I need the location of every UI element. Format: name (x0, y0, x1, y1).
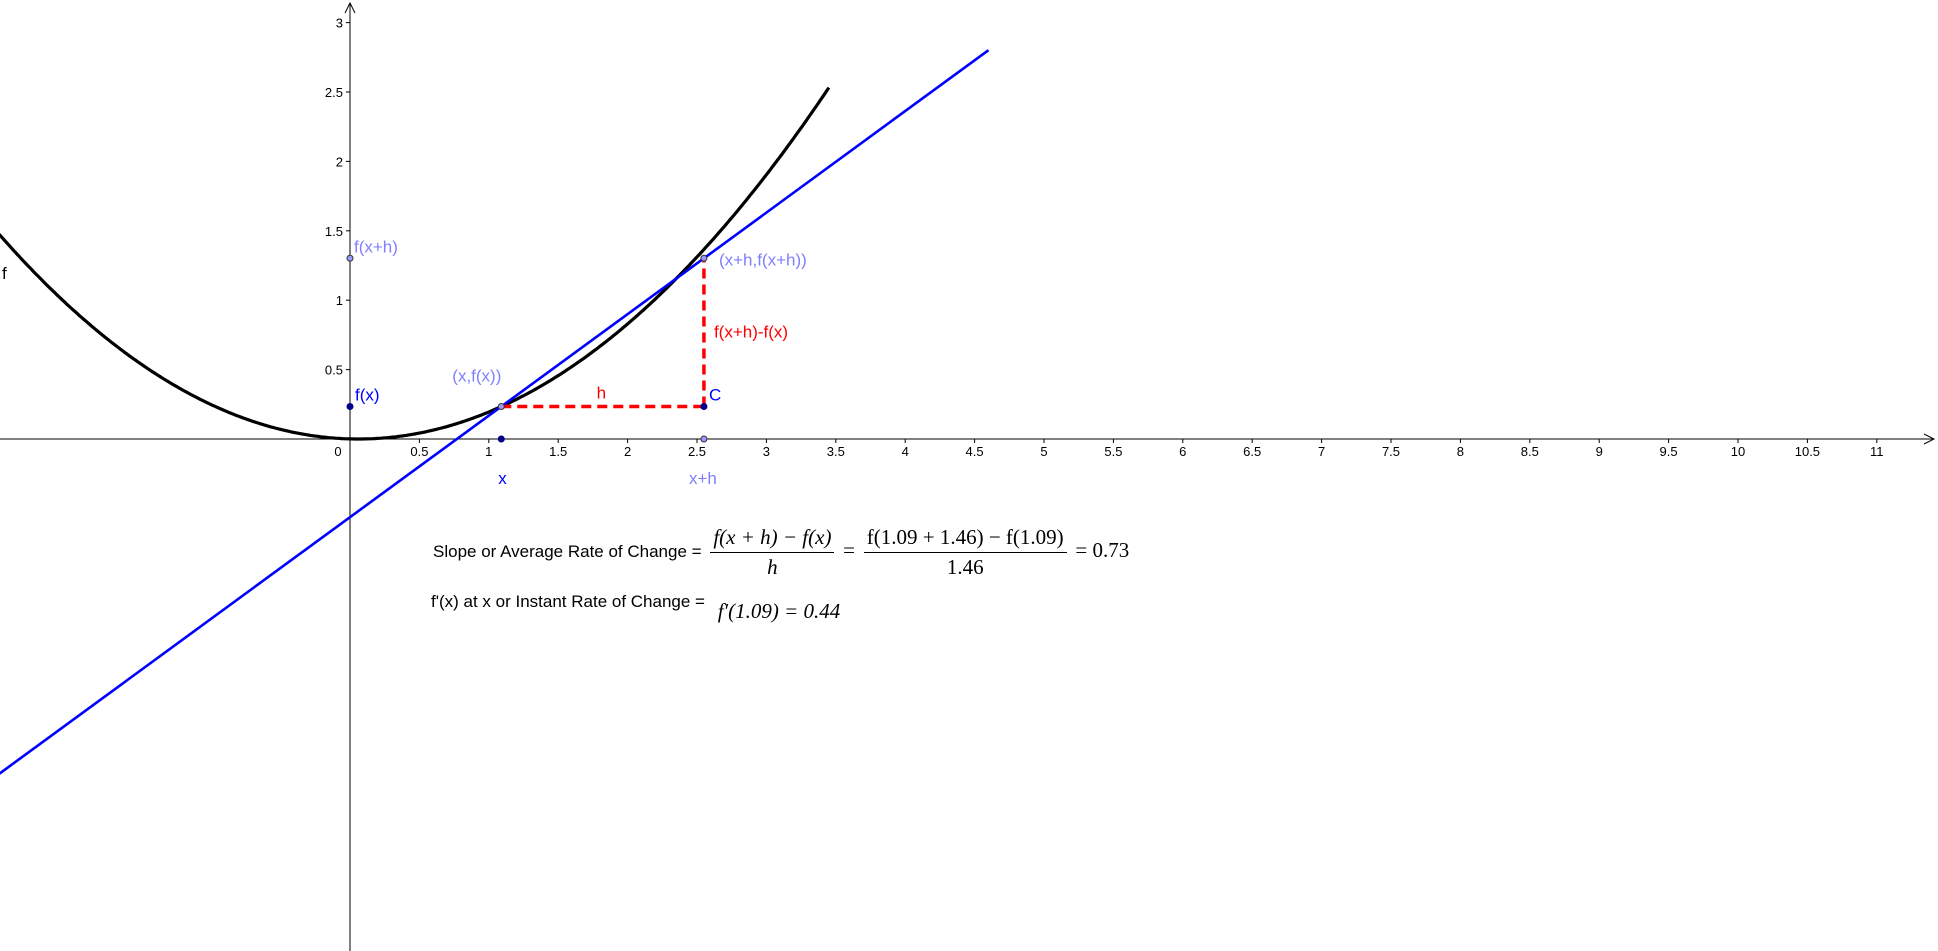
x-tick-label: 8.5 (1521, 444, 1539, 459)
plot-curves (0, 49, 990, 775)
plot-points (346, 254, 708, 443)
point-x-on-axis (497, 435, 505, 443)
x-tick-label: 4 (902, 444, 909, 459)
x-tick-label: 1.5 (549, 444, 567, 459)
point-x-fx (497, 403, 505, 411)
x-tick-label: 3 (763, 444, 770, 459)
label-fxh: f(x+h) (354, 237, 398, 256)
derivative-value: f′(1.09) = 0.44 (717, 599, 841, 623)
y-tick-label: 2 (336, 154, 343, 169)
x-tick-label: 10.5 (1795, 444, 1820, 459)
label-xh: x+h (689, 469, 717, 488)
x-tick-label: 9.5 (1660, 444, 1678, 459)
label-x-fx: (x,f(x)) (452, 367, 501, 386)
y-tick-label: 0.5 (325, 363, 343, 378)
substituted-denominator: 1.46 (946, 555, 984, 579)
y-tick-label: 1.5 (325, 224, 343, 239)
slope-label: Slope or Average Rate of Change = (433, 541, 702, 561)
x-tick-label: 0 (334, 444, 341, 459)
label-h: h (597, 384, 606, 403)
slope-value: = 0.73 (1075, 537, 1130, 562)
label-xh-fxh: (x+h,f(x+h)) (719, 250, 807, 269)
label-c: C (709, 386, 721, 405)
label-x: x (498, 469, 507, 488)
tick-labels: 0 0.5 1 1.5 2 2.5 3 3.5 4 4.5 5 5.5 6 6.5 7 7.5 8 8.5 9 9.5… (325, 16, 1884, 459)
derivative-label: f'(x) at x or Instant Rate of Change = (431, 592, 705, 611)
substituted-fraction: f(1.09 + 1.46) − f(1.09) 1.46 (863, 525, 1067, 580)
derivative-formula: f'(x) at x or Instant Rate of Change = f… (431, 592, 840, 624)
label-rise: f(x+h)-f(x) (714, 322, 788, 341)
x-axis-arrow (1923, 433, 1936, 445)
function-curve (0, 86, 831, 441)
label-fx: f(x) (355, 386, 380, 405)
x-tick-label: 9 (1596, 444, 1603, 459)
x-tick-label: 4.5 (966, 444, 984, 459)
y-axis-arrow (344, 1, 356, 14)
y-tick-label: 3 (336, 16, 343, 31)
x-tick-label: 6 (1179, 444, 1186, 459)
equals-sign: = (843, 537, 856, 562)
y-tick-label: 2.5 (325, 85, 343, 100)
x-tick-label: 11 (1870, 444, 1884, 459)
x-tick-label: 0.5 (410, 444, 428, 459)
x-tick-label: 6.5 (1243, 444, 1261, 459)
slope-numerator: f(x + h) − f(x) (710, 525, 835, 553)
substituted-numerator: f(1.09 + 1.46) − f(1.09) (863, 525, 1067, 553)
x-tick-label: 1 (485, 444, 492, 459)
x-tick-label: 3.5 (827, 444, 845, 459)
x-tick-label: 7 (1318, 444, 1325, 459)
point-xh-on-axis (700, 435, 708, 443)
point-c (700, 403, 708, 411)
plot-labels: (x,f(x)) (x+h,f(x+h)) Cf(x) f(x+h) x x+h h f(x+… (2, 237, 807, 488)
x-tick-label: 5 (1040, 444, 1047, 459)
point-fx-on-axis (346, 403, 354, 411)
point-fxh-on-axis (346, 254, 354, 262)
slope-denominator: h (767, 555, 778, 579)
x-tick-label: 10 (1731, 444, 1745, 459)
x-tick-label: 7.5 (1382, 444, 1400, 459)
x-tick-label: 2 (624, 444, 631, 459)
x-tick-label: 8 (1457, 444, 1464, 459)
secant-line (0, 49, 990, 775)
point-xh-fxh (700, 254, 708, 262)
x-tick-label: 5.5 (1104, 444, 1122, 459)
slope-formula: Slope or Average Rate of Change = f(x + … (433, 525, 1129, 580)
x-tick-label: 2.5 (688, 444, 706, 459)
slope-fraction: f(x + h) − f(x) h (710, 525, 835, 580)
label-function-f: f (2, 264, 7, 283)
y-tick-label: 1 (336, 293, 343, 308)
